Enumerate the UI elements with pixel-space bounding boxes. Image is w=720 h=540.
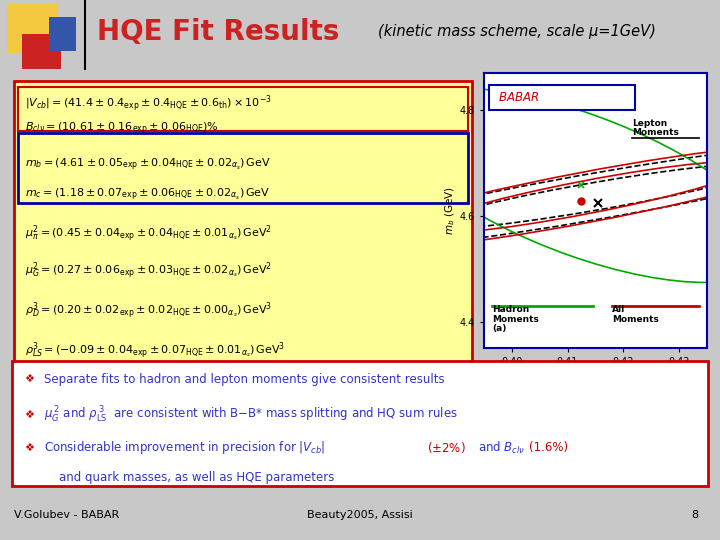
Text: $\rho_{LS}^3=(-0.09\pm0.04_{\rm exp}\pm0.07_{\rm HQE}\pm0.01_{\alpha_s})\,{\rm G: $\rho_{LS}^3=(-0.09\pm0.04_{\rm exp}\pm0… — [25, 340, 285, 361]
Text: ❖: ❖ — [24, 410, 34, 420]
Text: $m_b=(4.61\pm0.05_{\rm exp}\pm0.04_{\rm HQE}\pm0.02_{\alpha_s})\,{\rm GeV}$: $m_b=(4.61\pm0.05_{\rm exp}\pm0.04_{\rm … — [25, 157, 271, 173]
Text: 8: 8 — [691, 510, 698, 520]
Text: $|V_{cb}|=(41.4\pm0.4_{\rm exp}\pm0.4_{\rm HQE}\pm0.6_{\rm th})\times10^{-3}$: $|V_{cb}|=(41.4\pm0.4_{\rm exp}\pm0.4_{\… — [25, 93, 272, 114]
Text: All: All — [612, 305, 626, 314]
FancyBboxPatch shape — [490, 85, 634, 110]
Text: Moments: Moments — [492, 315, 539, 324]
Text: Considerable improvement in precision for $|V_{cb}|$: Considerable improvement in precision fo… — [44, 440, 325, 456]
Text: Moments: Moments — [631, 129, 678, 137]
Text: ❖: ❖ — [24, 443, 34, 453]
Text: (1.6%): (1.6%) — [528, 442, 568, 455]
Text: $\rho_D^3=(0.20\pm0.02_{\rm exp}\pm0.02_{\rm HQE}\pm0.00_{\alpha_s})\,{\rm GeV}^: $\rho_D^3=(0.20\pm0.02_{\rm exp}\pm0.02_… — [25, 300, 272, 321]
Text: $\mu_G^{\,2}$ and $\rho_{\rm LS}^{\,3}$  are consistent with B$-$B* mass splitti: $\mu_G^{\,2}$ and $\rho_{\rm LS}^{\,3}$ … — [44, 405, 457, 425]
Text: (a): (a) — [492, 325, 507, 333]
Text: Lepton: Lepton — [631, 119, 667, 128]
FancyBboxPatch shape — [12, 361, 708, 487]
Text: Separate fits to hadron and lepton moments give consistent results: Separate fits to hadron and lepton momen… — [44, 373, 444, 386]
Y-axis label: $m_b$ (GeV): $m_b$ (GeV) — [444, 186, 456, 235]
FancyBboxPatch shape — [18, 133, 468, 203]
Text: and quark masses, as well as HQE parameters: and quark masses, as well as HQE paramet… — [44, 470, 334, 484]
Text: $\mu_G^2=(0.27\pm0.06_{\rm exp}\pm0.03_{\rm HQE}\pm0.02_{\alpha_s})\,{\rm GeV}^2: $\mu_G^2=(0.27\pm0.06_{\rm exp}\pm0.03_{… — [25, 260, 272, 281]
Text: V.Golubev - BABAR: V.Golubev - BABAR — [14, 510, 120, 520]
Text: ❖: ❖ — [24, 374, 34, 384]
Text: and $B_{cl\nu}$: and $B_{cl\nu}$ — [478, 440, 525, 456]
Text: Beauty2005, Assisi: Beauty2005, Assisi — [307, 510, 413, 520]
X-axis label: $|V_{cb}|\,(10^3)$: $|V_{cb}|\,(10^3)$ — [570, 370, 621, 386]
FancyBboxPatch shape — [14, 80, 472, 479]
Text: Moments: Moments — [612, 315, 659, 324]
FancyBboxPatch shape — [49, 17, 76, 51]
Text: $\mu_\pi^2=(0.45\pm0.04_{\rm exp}\pm0.04_{\rm HQE}\pm0.01_{\alpha_s})\,{\rm GeV}: $\mu_\pi^2=(0.45\pm0.04_{\rm exp}\pm0.04… — [25, 223, 272, 244]
Text: $B_{cl\nu}=(10.61\pm0.16_{\rm exp}\pm0.06_{\rm HQE})\%$: $B_{cl\nu}=(10.61\pm0.16_{\rm exp}\pm0.0… — [25, 121, 219, 137]
Text: $m_c=(1.18\pm0.07_{\rm exp}\pm0.06_{\rm HQE}\pm0.02_{\alpha_s})\,{\rm GeV}$: $m_c=(1.18\pm0.07_{\rm exp}\pm0.06_{\rm … — [25, 187, 271, 204]
Text: $\mathit{BABAR}$: $\mathit{BABAR}$ — [498, 91, 539, 104]
Text: HQE Fit Results: HQE Fit Results — [97, 18, 340, 45]
FancyBboxPatch shape — [7, 3, 58, 52]
FancyBboxPatch shape — [22, 33, 61, 69]
Text: Hadron: Hadron — [492, 305, 529, 314]
FancyBboxPatch shape — [18, 87, 468, 131]
Text: (kinetic mass scheme, scale μ=1GeV): (kinetic mass scheme, scale μ=1GeV) — [378, 24, 656, 39]
Text: $(\pm 2\%)$: $(\pm 2\%)$ — [427, 441, 465, 455]
